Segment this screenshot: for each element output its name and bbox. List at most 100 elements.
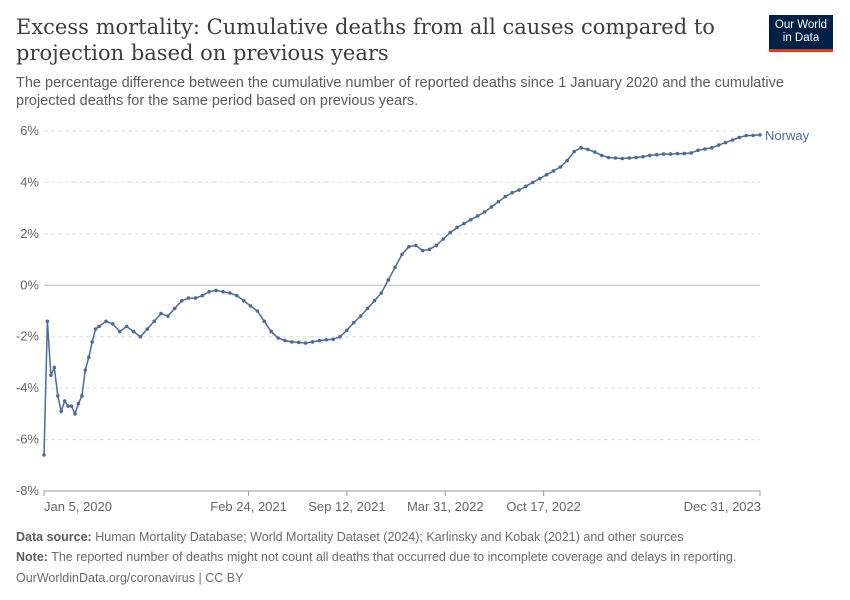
data-point[interactable] (675, 151, 680, 156)
data-point[interactable] (599, 153, 604, 158)
series-label[interactable]: Norway (765, 128, 810, 143)
data-point[interactable] (627, 156, 631, 160)
data-point[interactable] (737, 135, 742, 140)
data-point[interactable] (241, 298, 246, 303)
data-point[interactable] (117, 329, 122, 334)
data-point[interactable] (228, 291, 232, 295)
data-point[interactable] (152, 319, 156, 324)
data-point[interactable] (331, 337, 336, 342)
data-point[interactable] (56, 394, 60, 398)
data-point[interactable] (606, 155, 611, 160)
data-point[interactable] (138, 334, 143, 339)
data-point[interactable] (744, 133, 748, 138)
data-point[interactable] (517, 188, 521, 192)
data-point[interactable] (703, 147, 707, 151)
data-point[interactable] (310, 340, 315, 344)
data-point[interactable] (668, 152, 673, 156)
data-point[interactable] (49, 373, 53, 378)
data-point[interactable] (124, 324, 129, 329)
data-point[interactable] (93, 327, 98, 331)
data-point[interactable] (372, 298, 377, 303)
data-point[interactable] (145, 327, 150, 331)
data-point[interactable] (751, 133, 755, 138)
data-point[interactable] (551, 169, 556, 173)
data-point[interactable] (496, 199, 501, 204)
data-point[interactable] (97, 324, 101, 329)
data-point[interactable] (710, 145, 714, 150)
data-point[interactable] (352, 320, 356, 325)
data-point[interactable] (661, 152, 666, 156)
data-point[interactable] (186, 296, 191, 300)
data-point[interactable] (448, 230, 453, 235)
data-point[interactable] (303, 341, 308, 345)
data-point[interactable] (73, 412, 77, 416)
data-point[interactable] (641, 154, 645, 159)
data-point[interactable] (586, 147, 590, 152)
data-point[interactable] (200, 293, 205, 298)
data-point[interactable] (365, 306, 370, 311)
data-point[interactable] (66, 404, 70, 408)
data-point[interactable] (262, 319, 267, 324)
data-point[interactable] (489, 205, 494, 209)
data-point[interactable] (531, 180, 535, 185)
data-point[interactable] (83, 368, 88, 372)
data-point[interactable] (565, 158, 569, 163)
data-point[interactable] (730, 138, 735, 142)
credit-link[interactable]: OurWorldinData.org/coronavirus | CC BY (16, 571, 244, 585)
data-point[interactable] (255, 309, 260, 313)
data-point[interactable] (80, 394, 84, 398)
data-point[interactable] (469, 217, 473, 222)
data-point[interactable] (90, 340, 94, 344)
data-point[interactable] (235, 293, 239, 298)
data-point[interactable] (558, 165, 563, 169)
data-point[interactable] (345, 328, 349, 333)
data-point[interactable] (503, 194, 508, 199)
data-point[interactable] (723, 140, 728, 145)
data-point[interactable] (221, 289, 225, 294)
data-point[interactable] (689, 151, 693, 155)
data-point[interactable] (524, 184, 528, 189)
data-point[interactable] (59, 409, 63, 414)
data-point[interactable] (758, 133, 762, 137)
data-point[interactable] (420, 248, 425, 253)
owid-logo[interactable]: Our World in Data (769, 15, 833, 52)
data-point[interactable] (537, 176, 542, 181)
data-point[interactable] (248, 304, 253, 308)
data-point[interactable] (510, 190, 514, 195)
data-point[interactable] (593, 150, 597, 154)
data-point[interactable] (104, 319, 108, 324)
data-point[interactable] (475, 214, 480, 218)
data-point[interactable] (296, 340, 301, 345)
data-point[interactable] (696, 148, 700, 153)
data-point[interactable] (358, 314, 363, 318)
data-point[interactable] (179, 298, 184, 303)
data-point[interactable] (427, 247, 432, 252)
data-point[interactable] (131, 329, 136, 334)
data-point[interactable] (42, 453, 46, 457)
data-point[interactable] (634, 155, 638, 160)
data-point[interactable] (579, 145, 583, 150)
data-point[interactable] (45, 319, 50, 324)
data-point[interactable] (414, 243, 418, 248)
data-point[interactable] (620, 156, 625, 161)
data-point[interactable] (76, 401, 81, 406)
data-point[interactable] (572, 149, 576, 154)
data-point[interactable] (207, 289, 211, 294)
data-point[interactable] (62, 399, 67, 403)
data-point[interactable] (482, 210, 487, 214)
data-point[interactable] (111, 322, 115, 326)
data-point[interactable] (276, 336, 280, 340)
data-point[interactable] (462, 221, 466, 226)
data-point[interactable] (716, 143, 721, 147)
data-point[interactable] (193, 296, 198, 300)
data-point[interactable] (87, 355, 91, 360)
data-point[interactable] (52, 365, 57, 370)
data-point[interactable] (434, 243, 439, 248)
data-point[interactable] (317, 338, 322, 343)
data-point[interactable] (290, 340, 294, 344)
data-point[interactable] (455, 225, 459, 230)
data-point[interactable] (379, 291, 384, 295)
data-point[interactable] (283, 338, 287, 343)
data-point[interactable] (407, 244, 411, 249)
data-point[interactable] (324, 338, 329, 342)
